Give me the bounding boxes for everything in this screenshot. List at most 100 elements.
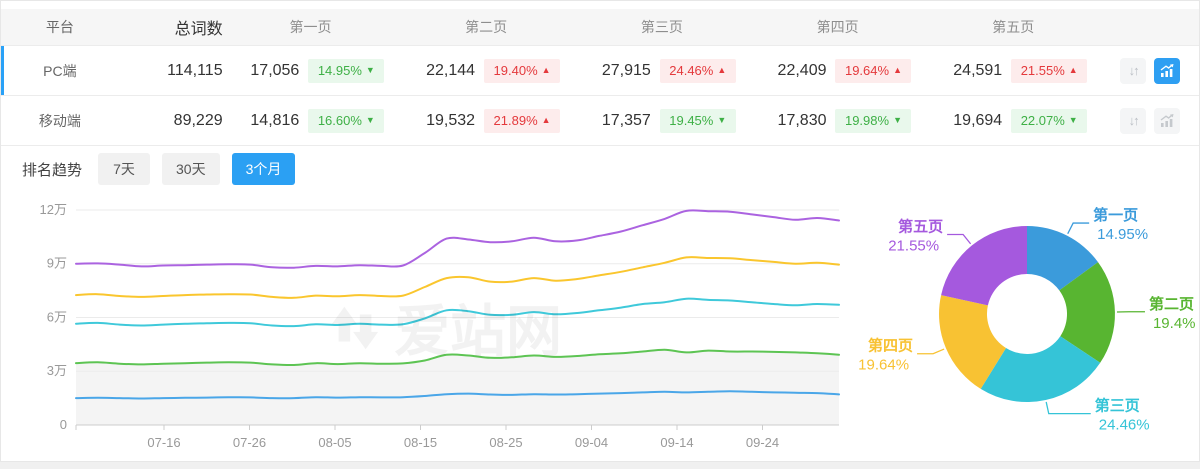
y-axis-label: 6万 xyxy=(47,309,67,324)
x-axis-label: 08-05 xyxy=(318,435,351,450)
page5-change-badge: 21.55% ▲ xyxy=(1011,58,1088,83)
donut-slice-第一页[interactable] xyxy=(1026,226,1098,291)
line-series-第二页累计 xyxy=(75,348,840,367)
page5-cell: 24,591 21.55% ▲ xyxy=(925,58,1101,83)
platform-cell: PC端 xyxy=(43,62,77,79)
change-percent: 16.60% xyxy=(317,113,362,128)
line-series-第一页 xyxy=(75,390,840,400)
x-axis-label: 09-04 xyxy=(575,435,608,450)
column-header-5: 第三页 xyxy=(574,17,750,37)
column-header-1: 平台 xyxy=(1,17,119,37)
donut-percent-第三页: 24.46% xyxy=(1098,417,1149,434)
page5-change-badge: 22.07% ▼ xyxy=(1011,108,1088,133)
arrow-up-icon: ▲ xyxy=(541,115,551,125)
x-axis-label: 09-24 xyxy=(746,435,779,450)
page2-cell: 19,532 21.89% ▲ xyxy=(398,108,574,133)
donut-percent-第五页: 21.55% xyxy=(888,237,939,254)
sort-arrows-icon: ↓↑ xyxy=(1128,63,1140,78)
tab-range-1[interactable]: 7天 xyxy=(98,153,151,185)
column-header-label: 第五页 xyxy=(992,19,1035,35)
column-header-label: 第一页 xyxy=(289,19,332,35)
donut-label-第三页: 第三页 xyxy=(1094,397,1139,415)
change-percent: 19.40% xyxy=(493,63,538,78)
column-header-label: 平台 xyxy=(45,19,74,35)
arrow-down-icon: ▼ xyxy=(365,65,375,75)
page-bottom-strip xyxy=(0,462,1200,469)
page2-count: 19,532 xyxy=(426,111,476,129)
line-series-第四页累计 xyxy=(75,256,840,299)
trend-section-title: 排名趋势 xyxy=(22,161,83,179)
tab-range-2[interactable]: 30天 xyxy=(162,153,220,185)
sort-arrows-icon: ↓↑ xyxy=(1128,113,1140,128)
page3-count: 17,357 xyxy=(601,111,651,129)
page4-count: 17,830 xyxy=(777,111,827,129)
arrow-down-icon: ▼ xyxy=(1068,115,1078,125)
page4-change-badge: 19.64% ▲ xyxy=(835,58,912,83)
page2-count: 22,144 xyxy=(426,61,476,79)
column-header-2: 总词数 xyxy=(119,15,223,39)
page1-count: 17,056 xyxy=(250,61,300,79)
change-percent: 14.95% xyxy=(317,63,362,78)
page2-cell: 22,144 19.40% ▲ xyxy=(398,58,574,83)
donut-label-第四页: 第四页 xyxy=(868,337,913,355)
donut-percent-第一页: 14.95% xyxy=(1097,226,1148,243)
show-trend-button[interactable] xyxy=(1154,57,1181,84)
page1-cell: 17,056 14.95% ▼ xyxy=(223,58,399,83)
area-fill-第二页累计 xyxy=(76,349,839,425)
row-actions: ↓↑ xyxy=(1101,107,1199,134)
change-percent: 22.07% xyxy=(1020,113,1065,128)
donut-slice-第三页[interactable] xyxy=(980,336,1100,403)
page1-change-badge: 16.60% ▼ xyxy=(308,108,385,133)
arrow-down-icon: ▼ xyxy=(365,115,375,125)
trend-chart-icon xyxy=(1160,113,1174,127)
page2-change-badge: 19.40% ▲ xyxy=(484,58,561,83)
trend-chart-icon xyxy=(1160,63,1174,77)
row-actions: ↓↑ xyxy=(1101,57,1199,84)
table-header: 平台 总词数 第一页 第二页 第三页 第四页 第五页 xyxy=(1,9,1199,46)
rank-table: 平台 总词数 第一页 第二页 第三页 第四页 第五页 PC端 114,115 17,056 14.… xyxy=(1,9,1199,146)
table-row-PC端[interactable]: PC端 114,115 17,056 14.95% ▼ 22,144 19.40% ▲ 27,9… xyxy=(1,46,1199,96)
column-header-label: 第四页 xyxy=(816,19,859,35)
donut-slice-第五页[interactable] xyxy=(940,226,1027,306)
y-axis-label: 3万 xyxy=(47,363,67,378)
donut-label-第一页: 第一页 xyxy=(1093,206,1138,224)
tab-range-3[interactable]: 3个月 xyxy=(231,153,296,185)
sort-arrows-button[interactable]: ↓↑ xyxy=(1120,107,1147,134)
show-trend-button[interactable] xyxy=(1154,107,1181,134)
page4-cell: 17,830 19.98% ▼ xyxy=(750,108,926,133)
page2-change-badge: 21.89% ▲ xyxy=(484,108,561,133)
arrow-up-icon: ▲ xyxy=(893,65,902,75)
page1-count: 14,816 xyxy=(250,111,300,129)
x-axis-label: 07-26 xyxy=(233,435,266,450)
trend-line-chart: 0 3万 6万 9万 12万 07-16 07-26 08-05 08-15 08-25 09-04… xyxy=(40,202,840,450)
page3-cell: 17,357 19.45% ▼ xyxy=(574,108,750,133)
line-series-第三页累计 xyxy=(75,297,840,328)
column-header-7: 第五页 xyxy=(925,17,1101,37)
column-header-4: 第二页 xyxy=(398,17,574,37)
page3-count: 27,915 xyxy=(601,61,651,79)
y-axis-label: 9万 xyxy=(47,256,67,271)
page5-count: 19,694 xyxy=(953,111,1003,129)
change-percent: 21.89% xyxy=(493,113,538,128)
arrow-down-icon: ▼ xyxy=(717,115,727,125)
change-percent: 19.64% xyxy=(844,63,890,78)
total-words-cell: 114,115 xyxy=(167,61,223,79)
column-header-label: 第三页 xyxy=(640,19,683,35)
x-axis-label: 08-25 xyxy=(489,435,522,450)
change-percent: 21.55% xyxy=(1020,63,1065,78)
sort-arrows-button[interactable]: ↓↑ xyxy=(1120,57,1147,84)
page3-cell: 27,915 24.46% ▲ xyxy=(574,58,750,83)
x-axis-label: 08-15 xyxy=(404,435,437,450)
page5-cell: 19,694 22.07% ▼ xyxy=(925,108,1101,133)
page5-count: 24,591 xyxy=(953,61,1003,79)
platform-cell: 移动端 xyxy=(38,112,81,129)
change-percent: 19.98% xyxy=(844,113,890,128)
donut-slice-第四页[interactable] xyxy=(938,295,1006,389)
donut-percent-第二页: 19.4% xyxy=(1153,315,1196,332)
arrow-up-icon: ▲ xyxy=(541,65,551,75)
table-row-移动端[interactable]: 移动端 89,229 14,816 16.60% ▼ 19,532 21.89% ▲ 17,35… xyxy=(1,96,1199,146)
donut-slice-第二页[interactable] xyxy=(1058,262,1115,363)
donut-percent-第四页: 19.64% xyxy=(858,357,909,374)
x-axis-label: 07-16 xyxy=(147,435,180,450)
